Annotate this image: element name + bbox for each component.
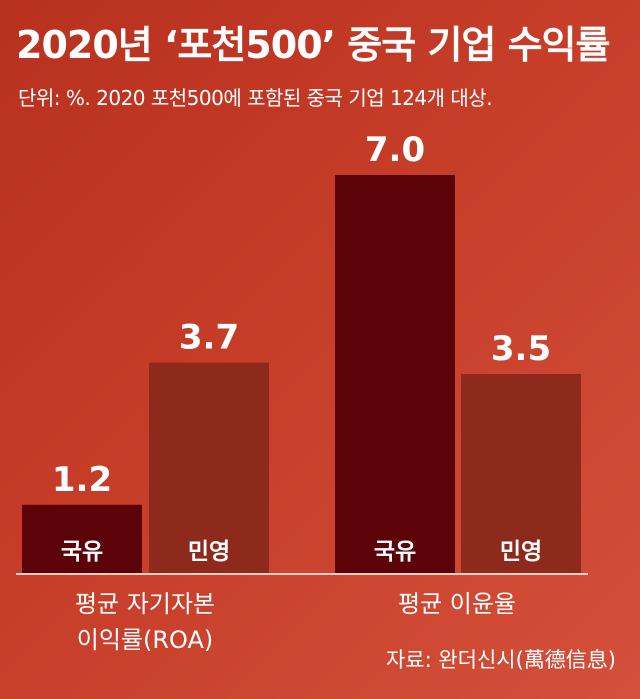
- bar-series-label: 국유: [61, 539, 103, 565]
- bar-value-label: 3.7: [179, 318, 239, 358]
- bar-state: [22, 504, 142, 573]
- chart-subtitle: 단위: %. 2020 포천500에 포함된 중국 기업 124개 대상.: [18, 86, 493, 110]
- category-label: 이익률(ROA): [77, 626, 214, 654]
- chart-title: 2020년 ‘포천500’ 중국 기업 수익률: [16, 23, 610, 67]
- bar-private: [149, 362, 269, 573]
- bar-state: [335, 175, 455, 573]
- bar-value-label: 3.5: [491, 329, 551, 369]
- bar-value-label: 7.0: [365, 130, 425, 170]
- bar-series-label: 국유: [374, 539, 416, 565]
- bar-private: [461, 374, 581, 573]
- bar-series-label: 민영: [188, 539, 230, 565]
- bar-value-label: 1.2: [52, 460, 112, 500]
- source-note: 자료: 완더신시(萬德信息): [385, 648, 616, 672]
- bar-series-label: 민영: [500, 539, 542, 565]
- category-label: 평균 이윤율: [398, 590, 516, 618]
- category-label: 평균 자기자본: [75, 590, 215, 618]
